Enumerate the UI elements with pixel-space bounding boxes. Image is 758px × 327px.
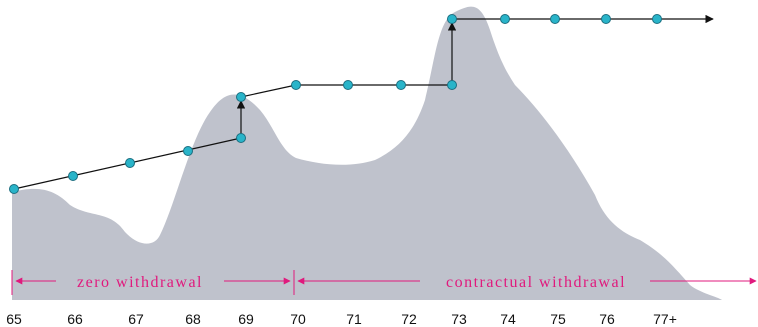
path-marker (550, 14, 560, 24)
path-marker (343, 80, 353, 90)
age-tick-label: 67 (128, 311, 144, 327)
path-marker (125, 158, 135, 168)
age-axis: 65 66 67 68 69 70 71 72 73 74 75 76 77+ (6, 311, 677, 327)
path-markers (9, 14, 662, 194)
path-marker (236, 133, 246, 143)
path-marker (9, 184, 19, 194)
path-marker (500, 14, 510, 24)
age-tick-label: 66 (67, 311, 83, 327)
age-tick-label: 68 (185, 311, 201, 327)
age-tick-label: 74 (500, 311, 516, 327)
path-marker (68, 171, 78, 181)
path-marker (396, 80, 406, 90)
age-tick-label: 77+ (653, 311, 677, 327)
age-tick-label: 75 (550, 311, 566, 327)
path-marker (236, 92, 246, 102)
path-marker (447, 14, 457, 24)
distribution-area (12, 6, 722, 300)
age-tick-label: 76 (599, 311, 615, 327)
path-marker (652, 14, 662, 24)
age-tick-label: 72 (401, 311, 417, 327)
zero-withdrawal-label: zero withdrawal (77, 274, 203, 291)
path-marker (291, 80, 301, 90)
contractual-withdrawal-label: contractual withdrawal (446, 274, 626, 291)
withdrawal-regions: zero withdrawal contractual withdrawal (11, 270, 757, 295)
path-marker (183, 146, 193, 156)
age-tick-label: 69 (238, 311, 254, 327)
age-tick-label: 70 (290, 311, 306, 327)
age-tick-label: 65 (6, 311, 22, 327)
age-tick-label: 73 (451, 311, 467, 327)
path-segment (240, 84, 297, 98)
path-marker (601, 14, 611, 24)
path-marker (447, 80, 457, 90)
age-tick-label: 71 (346, 311, 362, 327)
